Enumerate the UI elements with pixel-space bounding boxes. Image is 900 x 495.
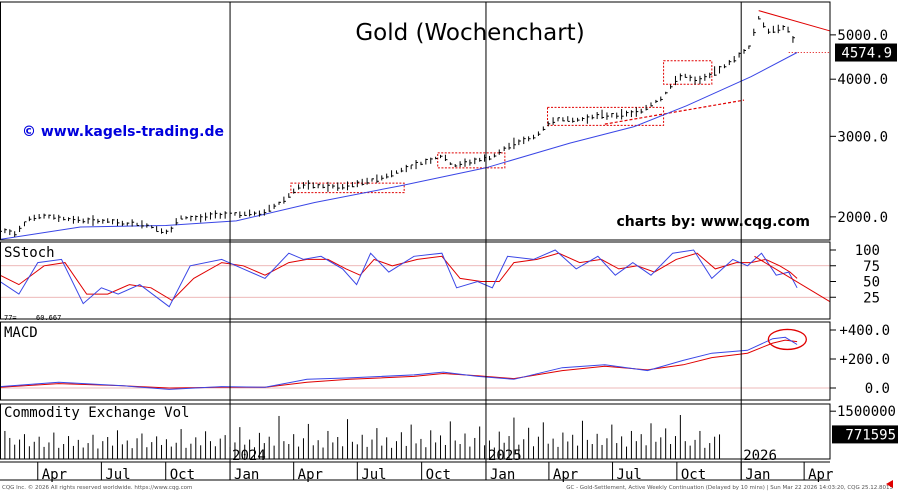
month-label: Apr bbox=[808, 467, 833, 483]
macd-line bbox=[0, 336, 798, 390]
macd-highlight-circle bbox=[767, 328, 807, 351]
month-label: Oct bbox=[426, 467, 451, 483]
stoch-d-line bbox=[0, 252, 798, 302]
scroll-left-arrow-icon bbox=[886, 480, 893, 488]
panel-label-volume: Commodity Exchange Vol bbox=[4, 405, 189, 421]
stoch-readout: 60.667 bbox=[36, 314, 61, 322]
panel-label-stoch: SStoch bbox=[4, 245, 55, 261]
year-label: 2025 bbox=[488, 448, 522, 464]
consolidation-box-4 bbox=[663, 60, 713, 85]
month-label: Apr bbox=[553, 467, 578, 483]
consolidation-box-3 bbox=[547, 106, 665, 126]
month-label: Jan bbox=[745, 467, 770, 483]
month-label: Jul bbox=[361, 467, 386, 483]
stoch-trendline bbox=[754, 255, 831, 303]
price-tick-label: 5000.0 bbox=[837, 28, 888, 44]
chart-title: Gold (Wochenchart) bbox=[355, 20, 584, 46]
stoch-readout-prefix: 77= bbox=[4, 314, 17, 322]
macd-signal-line bbox=[0, 339, 798, 389]
price-tick-label: 2000.0 bbox=[837, 210, 888, 226]
panel-label-macd: MACD bbox=[4, 325, 38, 341]
month-label: Jul bbox=[105, 467, 130, 483]
stoch-k-line bbox=[0, 249, 798, 308]
macd-tick-label: +400.0 bbox=[839, 323, 890, 339]
volume-bars bbox=[0, 415, 721, 459]
credit-text: charts by: www.cqg.com bbox=[616, 214, 810, 230]
stoch-tick-label: 50 bbox=[863, 275, 880, 291]
panel-frame-4 bbox=[0, 403, 831, 460]
footer-right: GC - Gold-Settlement, Active Weekly Cont… bbox=[566, 485, 893, 491]
stoch-tick-label: 100 bbox=[855, 243, 880, 259]
month-label: Jul bbox=[617, 467, 642, 483]
volume-last-tag bbox=[832, 425, 898, 444]
volume-tick-label: 1500000 bbox=[837, 404, 896, 420]
month-label: Apr bbox=[298, 467, 323, 483]
month-label: Jan bbox=[490, 467, 515, 483]
panel-frame-3 bbox=[0, 321, 831, 401]
support-trendline bbox=[604, 99, 745, 125]
macd-tick-label: +200.0 bbox=[839, 352, 890, 368]
price-bars bbox=[0, 16, 795, 237]
last-price-label: 4574.9 bbox=[841, 46, 892, 62]
month-label: Oct bbox=[681, 467, 706, 483]
resistance-trendline bbox=[758, 10, 831, 32]
month-label: Jan bbox=[234, 467, 259, 483]
consolidation-box-2 bbox=[437, 152, 506, 169]
watermark-text: © www.kagels-trading.de bbox=[22, 124, 224, 140]
panel-frame-2 bbox=[0, 241, 831, 320]
month-label: Oct bbox=[170, 467, 195, 483]
macd-tick-label: 0.0 bbox=[865, 381, 890, 397]
price-tick-label: 3000.0 bbox=[837, 129, 888, 145]
volume-last-label: 771595 bbox=[845, 427, 896, 443]
panel-frame-1 bbox=[0, 1, 831, 241]
year-label: 2024 bbox=[232, 448, 266, 464]
stoch-tick-label: 75 bbox=[863, 259, 880, 275]
price-tick-label: 4000.0 bbox=[837, 72, 888, 88]
month-label: Apr bbox=[42, 467, 67, 483]
stoch-tick-label: 25 bbox=[863, 290, 880, 306]
year-label: 2026 bbox=[743, 448, 777, 464]
footer-left: CQG Inc. © 2026 All rights reserved worl… bbox=[2, 484, 192, 491]
last-price-tag bbox=[835, 43, 897, 62]
